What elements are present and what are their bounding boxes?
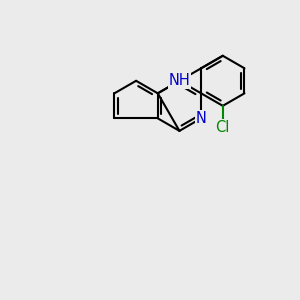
- Text: NH: NH: [169, 73, 190, 88]
- Text: Cl: Cl: [216, 120, 230, 135]
- Text: N: N: [196, 111, 207, 126]
